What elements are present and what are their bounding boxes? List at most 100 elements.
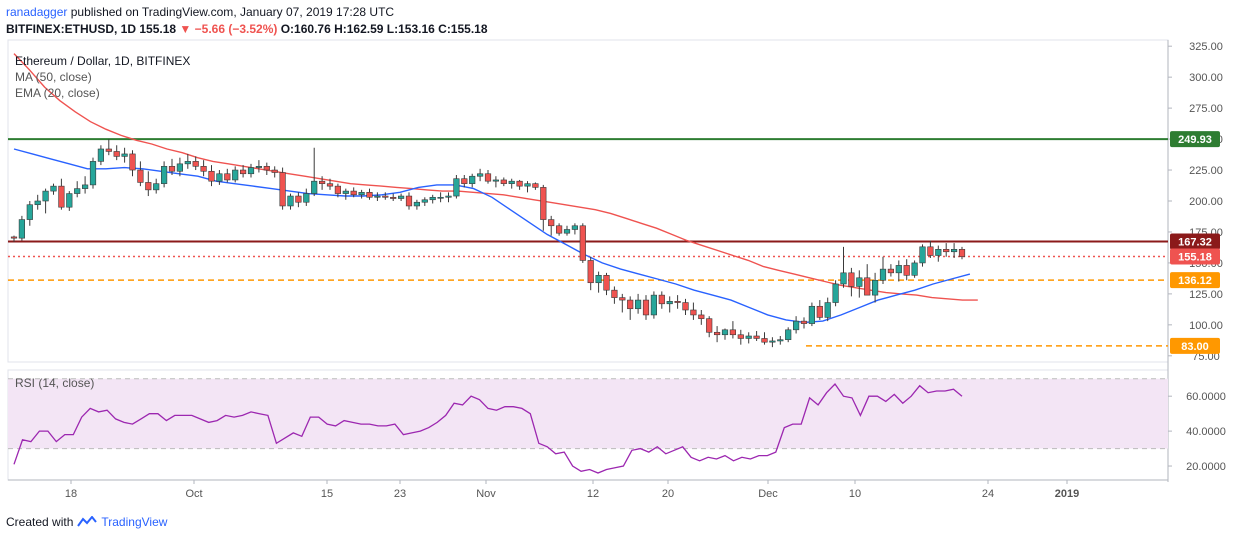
candle-body [769,340,776,343]
candle-body [334,185,342,194]
symbol-line: BITFINEX:ETHUSD, 1D [6,22,137,36]
candle-body [895,265,902,274]
candle-body [706,318,713,333]
candle-body [129,153,136,171]
level-badge [1170,131,1220,148]
candle-body [698,314,705,319]
tradingview-logo-icon [77,516,98,527]
indicator-ema-label: EMA (20, close) [15,86,100,100]
candle-body [405,195,413,207]
rsi-tick-label: 20.0000 [1186,461,1226,473]
candle-body [548,219,555,227]
author-link[interactable]: ranadagger [6,5,68,19]
candle-body [808,305,815,324]
candle-body [761,338,768,343]
candle-body [690,309,697,316]
candle-body [105,148,112,152]
candle-body [911,262,918,276]
candle-body [413,201,421,207]
candle-body [255,166,263,168]
time-tick-label: 23 [394,488,406,500]
candle-body [429,196,436,201]
candle-body [476,173,484,177]
candle-body [792,320,800,331]
rsi-band [8,378,1168,449]
candle-body [374,195,381,198]
candle-body [97,148,104,162]
candle-body [271,169,278,173]
candle-body [82,184,89,189]
candle-body [240,169,247,175]
level-badge-label: 83.00 [1181,341,1209,353]
candle-body [745,335,752,339]
price-tick-label: 200.00 [1189,196,1223,208]
time-tick-label: 20 [662,488,674,500]
level-badge-label: 155.18 [1178,252,1212,264]
candle-body [34,200,41,206]
candle-body [58,185,65,208]
price-tick-label: 275.00 [1189,103,1223,115]
candle-body [318,180,326,184]
candle-body [184,161,191,165]
candle-body [800,320,808,324]
candle-body [176,163,184,172]
candle-body [232,169,239,181]
candle-body [619,297,626,301]
level-badge [1170,272,1220,289]
price-tick-label: 100.00 [1189,320,1223,332]
candle-body [848,272,855,287]
candle-body [864,277,871,296]
time-tick-label: 18 [65,488,77,500]
candle-body [461,178,468,184]
candle-body [935,249,942,256]
candle-body [445,195,452,198]
time-tick-label: 2019 [1055,488,1079,500]
price-change: −5.66 (−3.52%) [194,22,278,36]
level-badge-label: 136.12 [1178,275,1212,287]
candle-body [721,329,729,336]
candle-body [311,180,318,194]
candle-body [729,329,736,336]
price-tick-label: 300.00 [1189,72,1223,84]
candle-body [295,195,302,203]
published-on-text: published on [70,5,139,19]
candle-body [247,167,255,175]
candle-body [587,260,594,284]
candle-body [871,279,879,296]
site-name: TradingView.com [141,5,234,19]
candle-body [903,265,910,276]
time-tick-label: 10 [849,488,861,500]
candle-body [674,301,681,303]
candle-body [563,229,571,234]
level-badge [1170,233,1220,250]
candle-body [500,179,507,184]
candle-body [89,161,97,186]
candle-body [532,183,539,188]
ohlc-values: O:160.76 H:162.59 L:153.16 C:155.18 [280,22,488,36]
publish-date: , January 07, 2019 17:28 UTC [233,5,395,19]
candle-body [390,196,397,199]
price-tick-label: 325.00 [1189,41,1223,53]
candle-body [161,166,168,184]
candle-body [595,275,602,284]
candle-body [279,172,286,207]
level-badge-label: 167.32 [1178,236,1212,248]
price-tick-label: 125.00 [1189,289,1223,301]
candle-body [650,294,657,316]
candle-body [453,178,460,197]
candle-body [753,335,760,339]
candle-body [397,195,405,199]
candle-body [10,236,18,239]
candle-body [382,195,389,198]
candle-body [145,182,152,191]
main-chart-title: Ethereum / Dollar, 1D, BITFINEX [15,54,190,68]
candle-body [555,225,563,234]
symbol-info: BITFINEX:ETHUSD, 1D 155.18 ▼ −5.66 (−3.5… [6,22,488,36]
candle-body [816,305,823,318]
candle-body [713,331,721,336]
candle-body [287,195,294,207]
candle-body [74,188,81,194]
tradingview-brand[interactable]: TradingView [101,515,168,529]
last-price: 155.18 [139,22,177,36]
